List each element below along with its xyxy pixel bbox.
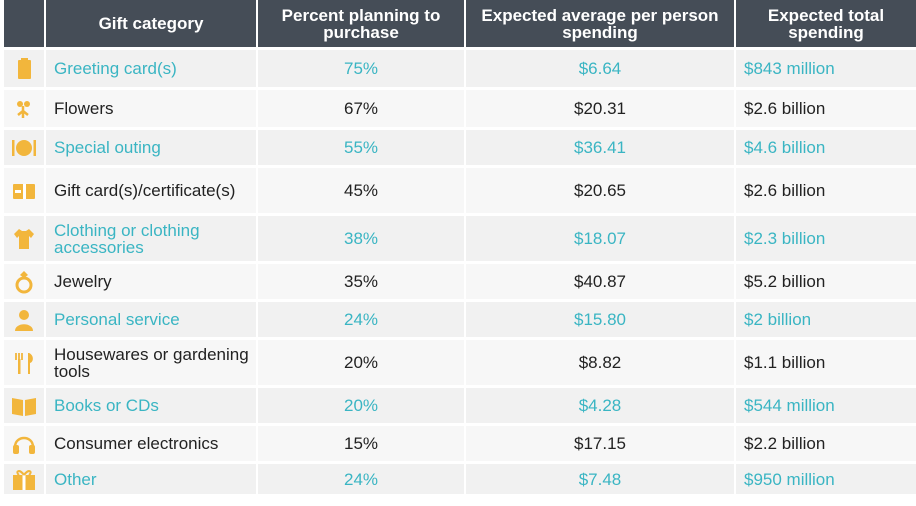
total-spending-cell: $1.1 billion [744, 353, 826, 372]
average-spending-cell: $20.65 [466, 168, 736, 213]
shirt-icon [14, 228, 34, 249]
gift-category-cell: Greeting card(s) [46, 50, 258, 87]
utensils-icon [15, 352, 33, 374]
percent-cell: 20% [258, 388, 466, 423]
row-icon-cell [4, 90, 46, 127]
table-row: Books or CDs 20% $4.28 $544 million [4, 385, 916, 423]
gift-category-cell: Clothing or clothing accessories [46, 216, 258, 261]
row-icon-cell [4, 464, 46, 494]
average-spending-cell: $15.80 [466, 302, 736, 337]
total-spending-cell: $2.6 billion [744, 99, 826, 118]
gift-category-cell: Housewares or gardening tools [46, 340, 258, 385]
flowers-icon [17, 100, 30, 118]
row-icon-cell [4, 302, 46, 337]
total-spending-cell: $843 million [744, 59, 835, 78]
header-icon-column [4, 0, 46, 47]
total-spending-cell: $544 million [744, 396, 835, 415]
row-icon-cell [4, 168, 46, 213]
total-spending-cell: $950 million [744, 469, 835, 489]
gift-category-cell: Flowers [46, 90, 258, 127]
total-spending-cell: $4.6 billion [744, 138, 826, 157]
plate-cutlery-icon [12, 139, 36, 156]
table-row: Personal service 24% $15.80 $2 billion [4, 299, 916, 337]
gift-card-icon [13, 183, 35, 199]
gift-spending-table: Gift category Percent planning to purcha… [4, 0, 916, 494]
table-row: Jewelry 35% $40.87 $5.2 billion [4, 261, 916, 299]
percent-cell: 45% [258, 168, 466, 213]
total-spending-cell: $2 billion [744, 310, 812, 329]
total-spending-cell: $2.6 billion [744, 181, 826, 200]
gift-category-cell: Consumer electronics [46, 426, 258, 461]
total-spending-cell: $2.3 billion [744, 229, 826, 248]
percent-cell: 75% [258, 50, 466, 87]
table-body: Greeting card(s) 75% $6.64 $843 million Flow… [4, 47, 916, 494]
headphones-icon [13, 436, 35, 454]
ring-icon [15, 270, 33, 293]
gift-box-icon [13, 470, 35, 490]
header-percent-planning: Percent planning to purchase [258, 0, 466, 47]
total-spending-cell: $2.2 billion [744, 434, 826, 453]
average-spending-cell: $17.15 [466, 426, 736, 461]
table-row: Consumer electronics 15% $17.15 $2.2 billio… [4, 423, 916, 461]
table-row: Other 24% $7.48 $950 million [4, 461, 916, 494]
gift-category-cell: Special outing [46, 130, 258, 165]
person-icon [15, 309, 33, 331]
gift-category-cell: Books or CDs [46, 388, 258, 423]
percent-cell: 55% [258, 130, 466, 165]
table-row: Flowers 67% $20.31 $2.6 billion [4, 87, 916, 127]
book-icon [12, 397, 36, 416]
percent-cell: 24% [258, 302, 466, 337]
gift-category-cell: Personal service [46, 302, 258, 337]
average-spending-cell: $6.64 [466, 50, 736, 87]
row-icon-cell [4, 388, 46, 423]
row-icon-cell [4, 340, 46, 385]
header-gift-category: Gift category [46, 0, 258, 47]
row-icon-cell [4, 50, 46, 87]
percent-cell: 38% [258, 216, 466, 261]
gift-category-cell: Jewelry [46, 264, 258, 299]
gift-category-cell: Gift card(s)/certificate(s) [46, 168, 258, 213]
percent-cell: 24% [258, 464, 466, 494]
average-spending-cell: $20.31 [466, 90, 736, 127]
total-spending-cell: $5.2 billion [744, 272, 826, 291]
percent-cell: 35% [258, 264, 466, 299]
table-header: Gift category Percent planning to purcha… [4, 0, 916, 47]
table-row: Housewares or gardening tools 20% $8.82 $1.… [4, 337, 916, 385]
header-average-spending: Expected average per person spending [466, 0, 736, 47]
row-icon-cell [4, 130, 46, 165]
average-spending-cell: $8.82 [466, 340, 736, 385]
table-row: Special outing 55% $36.41 $4.6 billion [4, 127, 916, 165]
greeting-card-icon [18, 57, 31, 79]
average-spending-cell: $7.48 [466, 464, 736, 494]
average-spending-cell: $18.07 [466, 216, 736, 261]
table-row: Gift card(s)/certificate(s) 45% $20.65 $2.6… [4, 165, 916, 213]
table-row: Clothing or clothing accessories 38% $18.0… [4, 213, 916, 261]
gift-category-cell: Other [46, 464, 258, 494]
average-spending-cell: $40.87 [466, 264, 736, 299]
average-spending-cell: $36.41 [466, 130, 736, 165]
average-spending-cell: $4.28 [466, 388, 736, 423]
row-icon-cell [4, 264, 46, 299]
row-icon-cell [4, 216, 46, 261]
table-row: Greeting card(s) 75% $6.64 $843 million [4, 47, 916, 87]
percent-cell: 20% [258, 340, 466, 385]
row-icon-cell [4, 426, 46, 461]
percent-cell: 15% [258, 426, 466, 461]
percent-cell: 67% [258, 90, 466, 127]
header-total-spending: Expected total spending [736, 0, 916, 47]
